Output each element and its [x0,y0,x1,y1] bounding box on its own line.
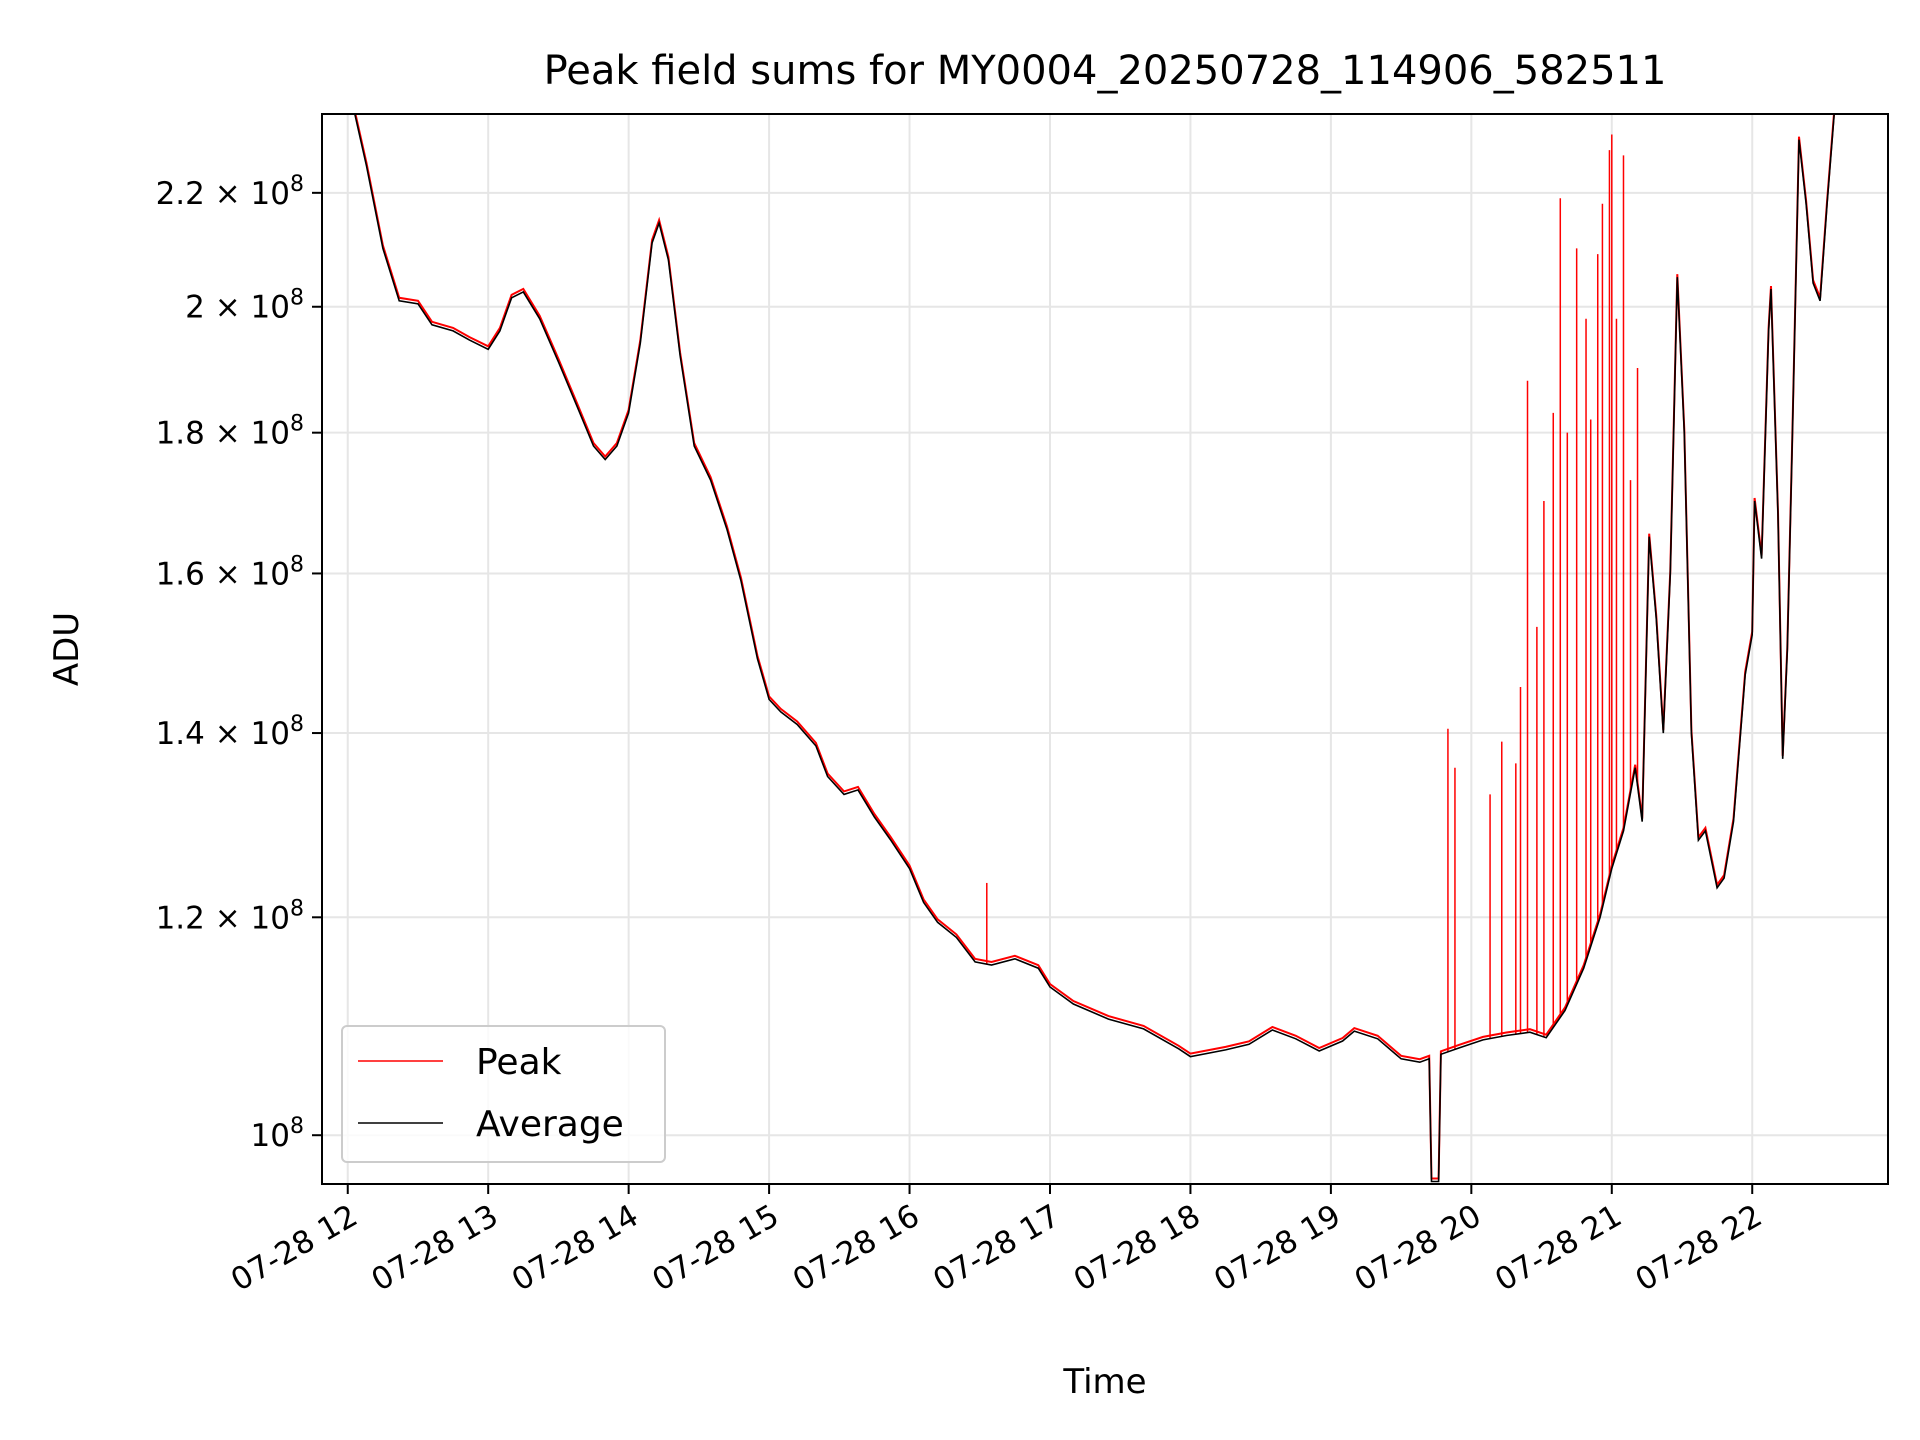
y-tick-label: 1.4 × 108 [156,712,304,752]
y-axis-label: ADU [47,612,87,686]
legend-box [341,1025,666,1163]
axes-frame [321,113,1889,1185]
y-tick-label: 2 × 108 [185,286,304,326]
average-series-line [322,114,1888,1183]
y-tick-label: 1.2 × 108 [156,896,304,936]
legend-peak-label: Peak [476,1042,562,1083]
y-tick-label: 1.8 × 108 [156,412,304,452]
y-tick-label: 2.2 × 108 [156,172,304,212]
plot-area [322,114,1888,1183]
legend-average-label: Average [476,1104,624,1145]
y-tick-label: 1.6 × 108 [156,552,304,592]
legend: Peak Average [341,1025,666,1163]
chart-title: Peak field sums for MY0004_20250728_1149… [544,48,1667,94]
series-layer [322,114,1888,1183]
x-axis-label: Time [1062,1362,1146,1402]
